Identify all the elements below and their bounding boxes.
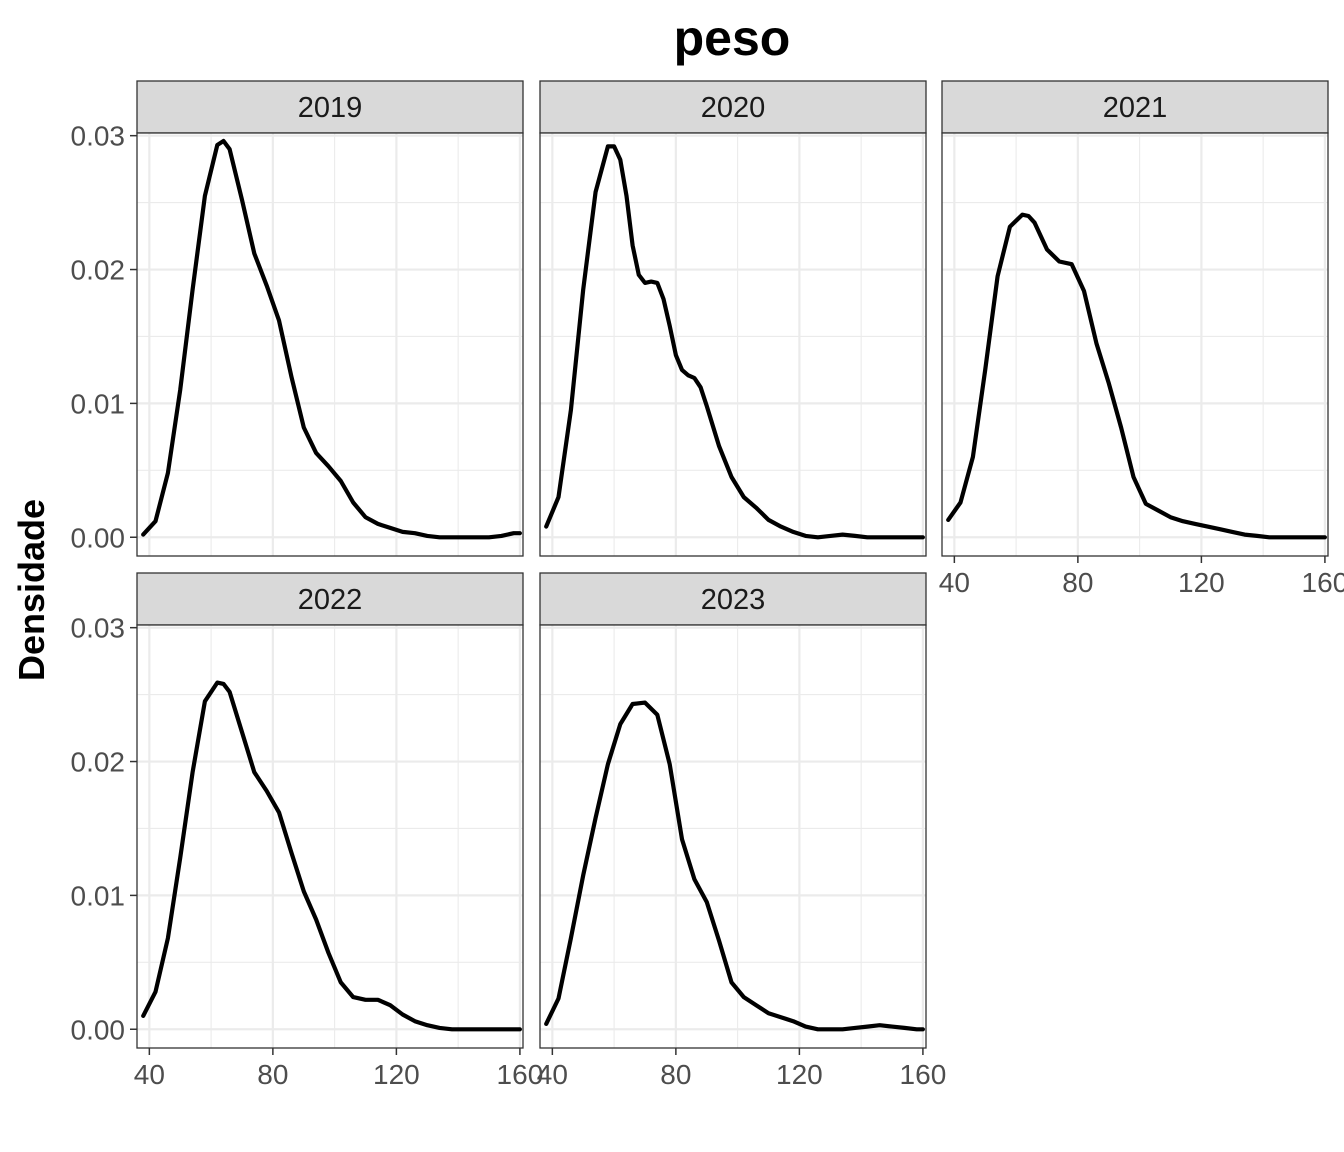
panel-background xyxy=(942,133,1328,556)
chart-title: peso xyxy=(674,10,791,66)
density-curve-2023 xyxy=(544,700,925,1032)
x-tick-label: 40 xyxy=(134,1059,165,1090)
panel-border xyxy=(941,132,1329,557)
x-tick-label: 120 xyxy=(373,1059,420,1090)
facet-panel-2022: 2022 0.00 0.01 0.02 0.03 40 80 120 160 xyxy=(71,572,544,1090)
x-tick-label: 120 xyxy=(776,1059,823,1090)
facet-strip-label: 2021 xyxy=(1103,92,1168,124)
facet-panel-2020: 2020 xyxy=(539,80,927,557)
facet-strip xyxy=(539,572,927,626)
facet-strip-label: 2019 xyxy=(298,92,363,124)
x-tick-label: 120 xyxy=(1178,567,1225,598)
panel-border xyxy=(136,132,524,557)
panel-border xyxy=(539,624,927,1049)
density-curve-2019 xyxy=(141,138,522,540)
x-tick-label: 160 xyxy=(900,1059,947,1090)
y-tick-label: 0.02 xyxy=(71,747,126,778)
panel-background xyxy=(137,625,523,1048)
panel-background xyxy=(540,133,926,556)
y-tick-label: 0.00 xyxy=(71,522,126,553)
x-tick-label: 160 xyxy=(497,1059,544,1090)
facet-strip-label: 2023 xyxy=(701,584,766,616)
x-tick-label: 40 xyxy=(939,567,970,598)
facet-strip-label: 2020 xyxy=(701,92,766,124)
x-tick-label: 80 xyxy=(257,1059,288,1090)
density-curve-2022 xyxy=(141,680,522,1032)
facet-strip xyxy=(941,80,1329,134)
y-tick-label: 0.03 xyxy=(71,613,126,644)
density-curve-2020 xyxy=(544,144,925,540)
y-tick-label: 0.01 xyxy=(71,880,126,911)
x-tick-label: 40 xyxy=(537,1059,568,1090)
facet-strip xyxy=(136,572,524,626)
panel-background xyxy=(137,133,523,556)
x-tick-label: 80 xyxy=(1062,567,1093,598)
x-tick-label: 160 xyxy=(1302,567,1344,598)
facet-strip xyxy=(136,80,524,134)
facet-panel-2019: 2019 0.00 0.01 0.02 0.03 xyxy=(71,80,524,557)
panel-border xyxy=(136,624,524,1049)
y-tick-label: 0.02 xyxy=(71,255,126,286)
y-tick-label: 0.00 xyxy=(71,1014,126,1045)
x-tick-label: 80 xyxy=(660,1059,691,1090)
facet-strip-label: 2022 xyxy=(298,584,363,616)
y-axis-label: Densidade xyxy=(11,499,52,681)
density-curve-2021 xyxy=(946,212,1327,540)
y-tick-label: 0.03 xyxy=(71,121,126,152)
y-tick-label: 0.01 xyxy=(71,388,126,419)
panel-border xyxy=(539,132,927,557)
facet-panel-2023: 2023 40 80 120 160 xyxy=(537,572,947,1090)
facet-panel-2021: 2021 40 80 120 160 xyxy=(939,80,1344,598)
